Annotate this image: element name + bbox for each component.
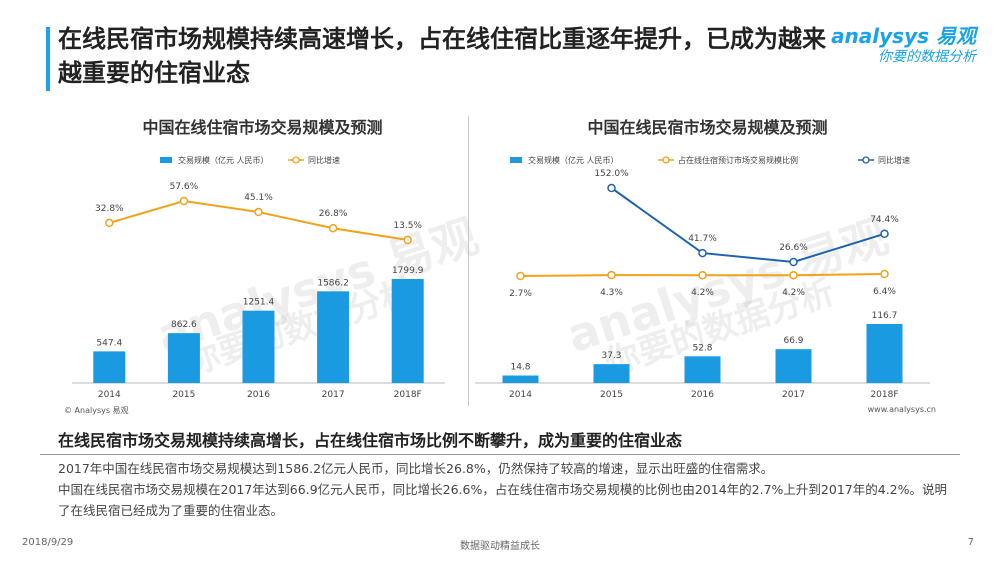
- point-label-1-2018F: 6.4%: [873, 287, 896, 297]
- footer-slogan: 数据驱动精益成长: [460, 541, 540, 552]
- legend-label-0: 交易规模（亿元 人民币）: [528, 155, 619, 165]
- point-label-1-2017: 4.2%: [782, 288, 805, 298]
- point-label-1-2014: 32.8%: [95, 204, 124, 214]
- chart-svg-homestay: 交易规模（亿元 人民币） 占在线住宿预订市场交易规模比例 同比增速 14.8 2014 3…: [475, 155, 930, 400]
- point-label-1-2015: 4.3%: [600, 288, 623, 298]
- bar-2014: [502, 375, 539, 383]
- bar-2016: [684, 356, 721, 383]
- tick-label-2014: 2014: [509, 390, 532, 400]
- chart-panel-lodging: 中国在线住宿市场交易规模及预测 交易规模（亿元 人民币） 同比增速 547.4 201…: [60, 110, 465, 405]
- bar-2018F: [391, 279, 424, 383]
- point-label-1-2016: 45.1%: [244, 193, 273, 203]
- point-label-1-2014: 2.7%: [509, 289, 532, 299]
- analysys-logo: analysys 易观 你要的数据分析: [826, 20, 976, 70]
- point-1-2015: [607, 270, 616, 280]
- bar-label-2017: 66.9: [783, 336, 803, 346]
- bar-label-2018F: 116.7: [872, 311, 898, 321]
- point-2-2018F: [880, 229, 889, 239]
- page-title: 在线民宿市场规模持续高速增长，占在线住宿比重逐年提升，已成为越来越重要的住宿业态: [58, 25, 826, 87]
- chart-title-lodging: 中国在线住宿市场交易规模及预测: [142, 118, 383, 137]
- point-label-2-2018F: 74.4%: [870, 215, 899, 225]
- tick-label-2015: 2015: [600, 390, 623, 400]
- point-1-2014: [105, 218, 114, 228]
- tick-label-2017: 2017: [322, 390, 345, 400]
- bar-2017: [317, 291, 350, 383]
- legend-marker-1: [662, 156, 670, 164]
- body-text: 2017年中国在线民宿市场交易规模达到1586.2亿元人民币，同比增长26.8%…: [58, 458, 958, 521]
- chart-divider: [468, 116, 469, 406]
- point-label-1-2017: 26.8%: [319, 209, 348, 219]
- point-label-1-2016: 4.2%: [691, 288, 714, 298]
- footer-date: 2018/9/29: [22, 537, 74, 548]
- point-1-2014: [516, 271, 525, 281]
- bar-2017: [775, 349, 812, 383]
- point-1-2018F: [403, 235, 412, 245]
- point-1-2018F: [880, 269, 889, 279]
- paragraph-2: 中国在线民宿市场交易规模在2017年达到66.9亿元人民币，同比增长26.6%，…: [58, 482, 947, 518]
- point-label-2-2016: 41.7%: [688, 234, 717, 244]
- chart-title-homestay: 中国在线民宿市场交易规模及预测: [587, 118, 828, 137]
- series-line-2: [610, 187, 885, 264]
- bar-label-2017: 1586.2: [317, 278, 349, 288]
- logo-slogan-text: 你要的数据分析: [878, 49, 976, 65]
- point-1-2017: [789, 270, 798, 280]
- bar-label-2016: 52.8: [692, 343, 712, 353]
- legend-label-1: 同比增速: [308, 155, 340, 165]
- point-label-1-2015: 57.6%: [170, 182, 199, 192]
- tick-label-2018F: 2018F: [870, 390, 898, 400]
- bar-2015: [593, 364, 630, 383]
- legend-label-0: 交易规模（亿元 人民币）: [178, 155, 269, 165]
- series-line-1: [109, 199, 408, 241]
- subtitle-rule: [40, 454, 960, 455]
- bar-label-2015: 37.3: [601, 351, 621, 361]
- tick-label-2018F: 2018F: [394, 390, 422, 400]
- chart-svg-lodging: 交易规模（亿元 人民币） 同比增速 547.4 2014 862.6 2015 1251.4…: [72, 155, 445, 400]
- point-label-1-2018F: 13.5%: [393, 221, 422, 231]
- page-number: 7: [967, 537, 974, 548]
- logo-brand-text: analysys 易观: [831, 24, 976, 48]
- legend-marker-2: [862, 156, 870, 164]
- bar-label-2018F: 1799.9: [392, 266, 424, 276]
- tick-label-2016: 2016: [691, 390, 714, 400]
- tick-label-2015: 2015: [172, 390, 195, 400]
- source-right: www.analysys.cn: [867, 405, 936, 414]
- bar-2014: [93, 351, 126, 383]
- title-accent-bar: [46, 27, 50, 91]
- legend-label-1: 占在线住宿预订市场交易规模比例: [678, 155, 798, 165]
- legend-swatch-0: [510, 157, 522, 163]
- bar-label-2014: 14.8: [510, 363, 530, 373]
- section-subtitle: 在线民宿市场交易规模持续高增长，占在线住宿市场比例不断攀升，成为重要的住宿业态: [58, 431, 683, 450]
- point-1-2015: [179, 196, 189, 206]
- paragraph-1: 2017年中国在线民宿市场交易规模达到1586.2亿元人民币，同比增长26.8%…: [58, 461, 774, 476]
- bar-label-2016: 1251.4: [243, 298, 275, 308]
- tick-label-2016: 2016: [247, 390, 270, 400]
- tick-label-2014: 2014: [98, 390, 121, 400]
- point-1-2016: [254, 207, 263, 217]
- legend-label-2: 同比增速: [878, 155, 910, 165]
- point-2-2015: [607, 183, 616, 193]
- bar-label-2014: 547.4: [96, 338, 122, 348]
- bar-2015: [167, 333, 200, 383]
- bar-2018F: [866, 324, 903, 383]
- legend-swatch-0: [160, 157, 172, 163]
- legend-marker-1: [292, 156, 300, 164]
- point-2-2017: [789, 257, 798, 267]
- point-1-2017: [328, 223, 338, 233]
- chart-panel-homestay: 中国在线民宿市场交易规模及预测 交易规模（亿元 人民币） 占在线住宿预订市场交易规…: [475, 110, 940, 405]
- source-left: © Analysys 易观: [64, 406, 129, 415]
- point-1-2016: [698, 270, 707, 280]
- point-2-2016: [698, 248, 707, 258]
- bar-2016: [242, 310, 275, 383]
- tick-label-2017: 2017: [782, 390, 805, 400]
- point-label-2-2015: 152.0%: [594, 169, 629, 179]
- point-label-2-2017: 26.6%: [779, 243, 808, 253]
- bar-label-2015: 862.6: [171, 320, 197, 330]
